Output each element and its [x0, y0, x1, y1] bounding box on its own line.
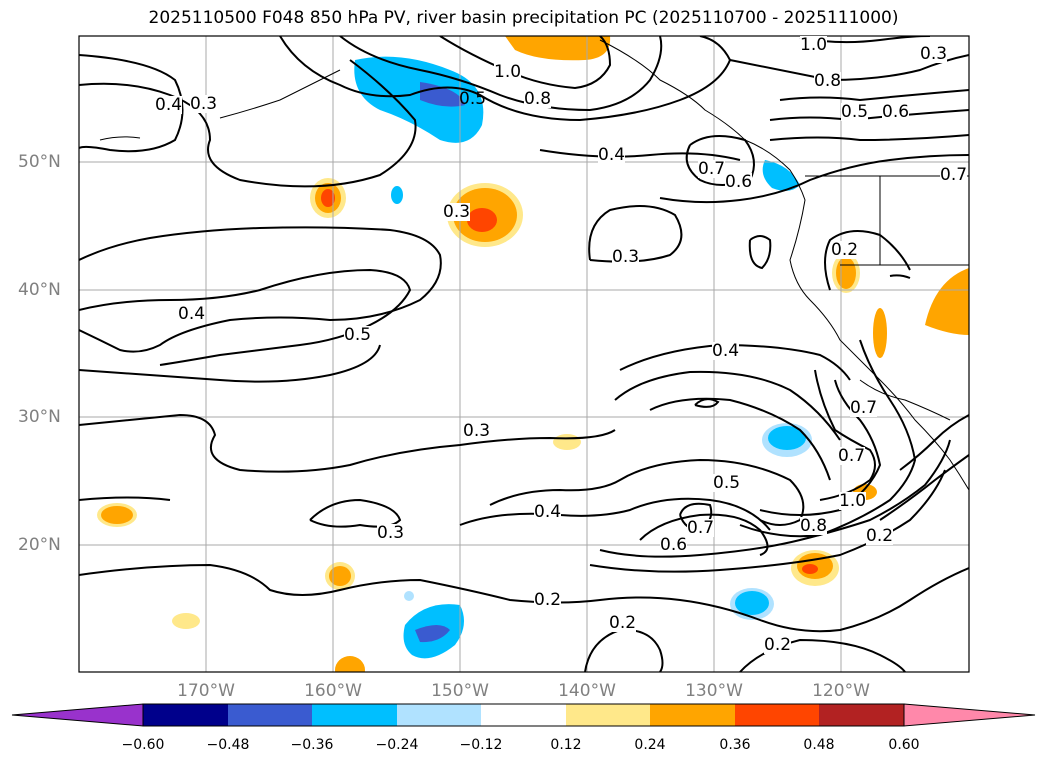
contour-label: 0.4: [178, 304, 206, 324]
colorbar-tick: −0.12: [459, 737, 503, 753]
contour-label: 0.2: [534, 590, 562, 610]
shade-red-122w: [802, 564, 818, 574]
contour-label: 0.6: [660, 535, 688, 555]
contour-label: 0.5: [713, 473, 741, 493]
contour-label: 0.5: [841, 102, 869, 122]
colorbar-seg-5: [481, 704, 566, 726]
colorbar-tick: 0.24: [634, 737, 666, 753]
contour-label: 0.6: [882, 102, 910, 122]
colorbar-seg-7: [650, 704, 735, 726]
shade-blue-125w: [768, 426, 806, 450]
contour-label: 0.3: [443, 202, 471, 222]
colorbar-seg-6: [566, 704, 650, 726]
shade-orange-east: [925, 268, 969, 335]
colorbar-frame: [142, 703, 905, 727]
contour-label: 0.2: [609, 613, 637, 633]
shade-blue-126w-core: [735, 591, 769, 615]
colorbar-tick: 0.60: [888, 737, 920, 753]
contour-label: 0.3: [612, 247, 640, 267]
colorbar-seg-2: [228, 704, 312, 726]
contour-label: 1.0: [839, 491, 867, 511]
shade-orange-175w: [101, 506, 133, 524]
lat-label-20n: 20°N: [18, 535, 61, 555]
contour-label: 0.2: [764, 635, 792, 655]
lon-label-160w: 160°W: [304, 681, 362, 701]
lon-label-170w: 170°W: [177, 681, 235, 701]
colorbar-seg-1: [143, 704, 228, 726]
contour-label: 0.8: [814, 71, 842, 91]
lon-label-150w: 150°W: [431, 681, 489, 701]
map-frame: [78, 35, 970, 673]
contour-label: 0.3: [920, 44, 948, 64]
shade-orange-bottom: [335, 656, 365, 672]
shade-yellow-142w: [553, 434, 581, 450]
lat-label-40n: 40°N: [18, 280, 61, 300]
contour-label: 0.4: [534, 502, 562, 522]
contour-label: 0.7: [850, 398, 878, 418]
shade-blue-wa: [762, 160, 800, 191]
contour-label: 0.7: [838, 446, 866, 466]
colorbar-seg-8: [735, 704, 819, 726]
map-title: 2025110500 F048 850 hPa PV, river basin …: [148, 8, 899, 28]
shade-orange-top: [505, 36, 611, 61]
pv-contours: [79, 36, 969, 672]
lon-label-120w: 120°W: [812, 681, 870, 701]
colorbar-seg-9: [819, 704, 904, 726]
colorbar-tick: 0.48: [803, 737, 835, 753]
contour-label: 0.8: [800, 516, 828, 536]
shade-yellow-168w: [172, 613, 200, 629]
shade-navy-152w: [415, 625, 450, 643]
contour-label: 0.7: [687, 518, 715, 538]
shade-red-160w: [321, 189, 335, 207]
shade-cyan-155w: [391, 186, 403, 204]
lat-label-50n: 50°N: [18, 152, 61, 172]
contour-label: 0.2: [831, 240, 859, 260]
contour-label: 0.3: [377, 523, 405, 543]
colorbar-extend-high: [903, 703, 1036, 727]
colorbar-extend-low: [11, 703, 144, 727]
contour-label: 0.6: [725, 172, 753, 192]
contour-label: 0.7: [940, 165, 968, 185]
colorbar-tick: −0.36: [290, 737, 334, 753]
colorbar-tick: −0.60: [121, 737, 165, 753]
contour-label: 1.0: [494, 62, 522, 82]
contour-label: 0.2: [866, 526, 894, 546]
shade-red-150w: [467, 208, 497, 232]
contour-label: 1.0: [800, 35, 828, 55]
shade-cyan-155w-s: [404, 591, 414, 601]
lat-label-30n: 30°N: [18, 407, 61, 427]
contour-label: 0.3: [190, 94, 218, 114]
colorbar-tick: −0.24: [375, 737, 419, 753]
contour-label: 0.5: [344, 325, 372, 345]
contour-label: 0.4: [598, 145, 626, 165]
colorbar-tick: 0.36: [719, 737, 751, 753]
shade-orange-ca: [836, 257, 856, 289]
shade-orange-160w-s: [329, 566, 351, 586]
colorbar-seg-3: [312, 704, 397, 726]
colorbar-seg-4: [397, 704, 481, 726]
contour-label: 0.4: [712, 341, 740, 361]
contour-label: 0.8: [524, 89, 552, 109]
contour-label: 0.7: [698, 159, 726, 179]
contour-label: 0.4: [155, 95, 183, 115]
contour-label: 0.3: [463, 421, 491, 441]
lon-label-130w: 130°W: [685, 681, 743, 701]
colorbar-tick: −0.48: [206, 737, 250, 753]
colorbar-tick: 0.12: [550, 737, 582, 753]
contour-label: 0.5: [459, 89, 487, 109]
shade-orange-ca2: [873, 308, 887, 358]
colorbar: [11, 703, 1036, 727]
precip-shading: [97, 36, 969, 672]
lon-label-140w: 140°W: [558, 681, 616, 701]
